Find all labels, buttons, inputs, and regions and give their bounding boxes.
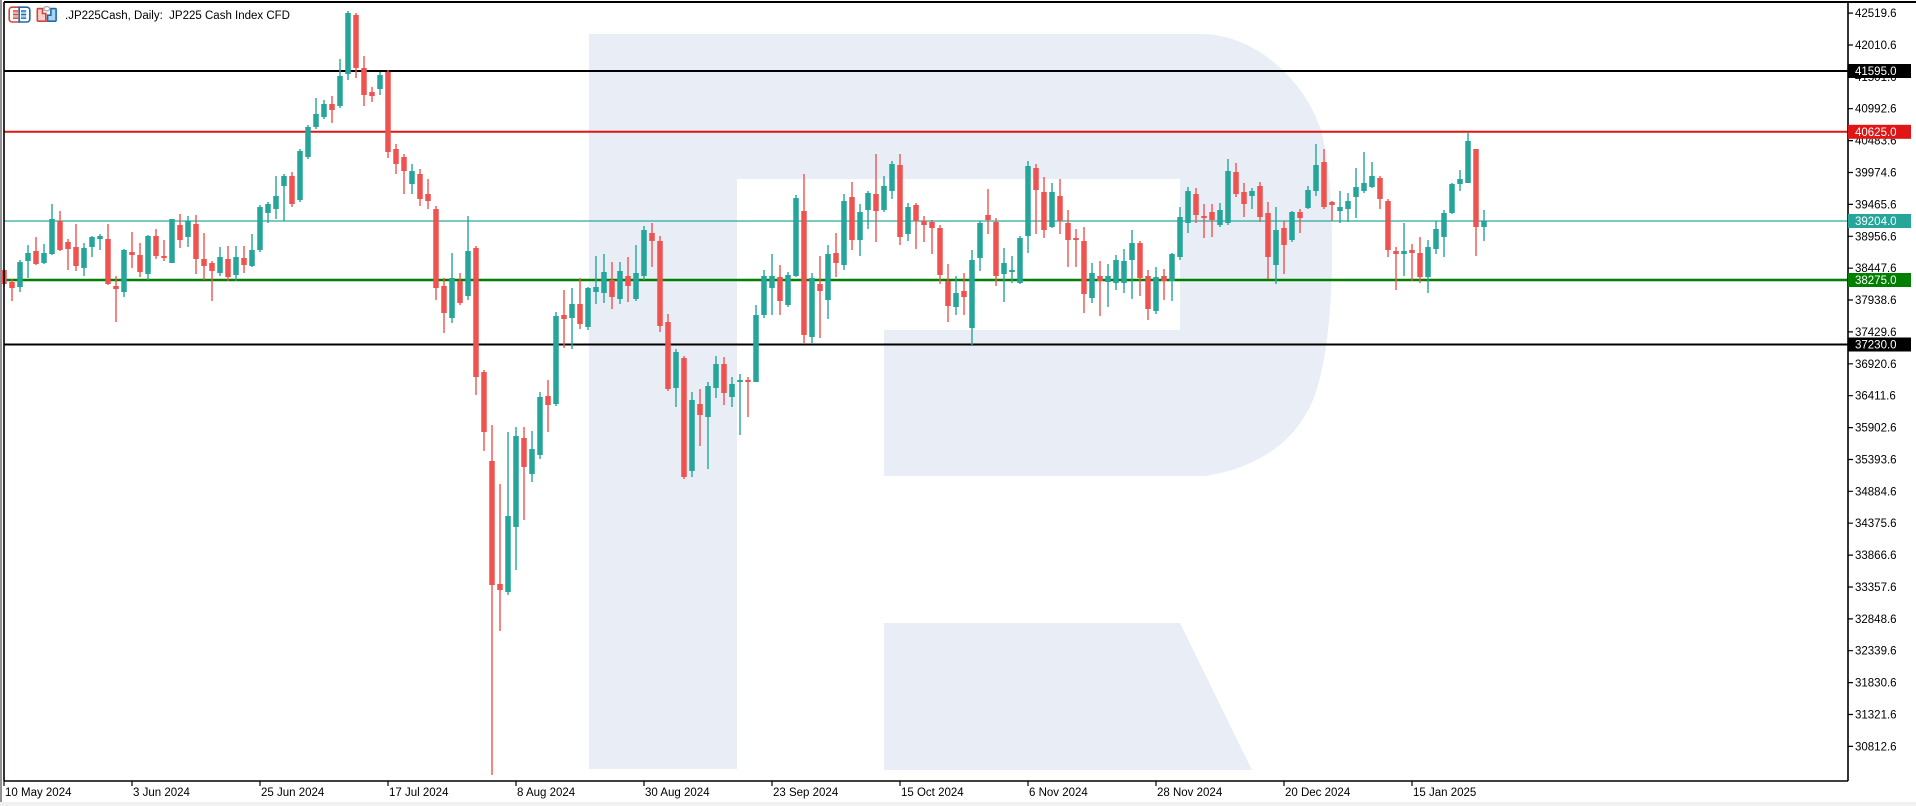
svg-text:39204.0: 39204.0 — [1855, 216, 1897, 228]
svg-text:25 Jun 2024: 25 Jun 2024 — [261, 787, 325, 799]
svg-text:31321.6: 31321.6 — [1855, 710, 1897, 722]
svg-text:35393.6: 35393.6 — [1855, 455, 1897, 467]
svg-text:30812.6: 30812.6 — [1855, 741, 1897, 753]
svg-text:23 Sep 2024: 23 Sep 2024 — [773, 787, 839, 799]
svg-text:28 Nov 2024: 28 Nov 2024 — [1157, 787, 1223, 799]
svg-text:17 Jul 2024: 17 Jul 2024 — [389, 787, 449, 799]
svg-text:8 Aug 2024: 8 Aug 2024 — [517, 787, 576, 799]
svg-text:34375.6: 34375.6 — [1855, 518, 1897, 530]
svg-text:40992.6: 40992.6 — [1855, 104, 1897, 116]
svg-text:36411.6: 36411.6 — [1855, 391, 1896, 403]
svg-text:37938.6: 37938.6 — [1855, 295, 1897, 307]
svg-text:30 Aug 2024: 30 Aug 2024 — [645, 787, 710, 799]
svg-text:3 Jun 2024: 3 Jun 2024 — [133, 787, 191, 799]
svg-text:31830.6: 31830.6 — [1855, 678, 1897, 690]
svg-text:32848.6: 32848.6 — [1855, 614, 1897, 626]
svg-text:34884.6: 34884.6 — [1855, 486, 1897, 498]
svg-text:36920.6: 36920.6 — [1855, 359, 1897, 371]
svg-text:38447.6: 38447.6 — [1855, 263, 1897, 275]
svg-text:38275.0: 38275.0 — [1855, 275, 1897, 287]
svg-text:38956.6: 38956.6 — [1855, 231, 1897, 243]
svg-text:42519.6: 42519.6 — [1855, 8, 1897, 20]
svg-text:15 Oct 2024: 15 Oct 2024 — [901, 787, 964, 799]
svg-text:41595.0: 41595.0 — [1855, 66, 1897, 78]
svg-text:.JP225Cash, Daily: JP225 Cash: .JP225Cash, Daily: JP225 Cash Index CFD — [65, 10, 290, 22]
svg-text:32339.6: 32339.6 — [1855, 646, 1897, 658]
svg-text:33866.6: 33866.6 — [1855, 550, 1897, 562]
svg-text:33357.6: 33357.6 — [1855, 582, 1897, 594]
svg-text:6 Nov 2024: 6 Nov 2024 — [1029, 787, 1088, 799]
svg-text:10 May 2024: 10 May 2024 — [5, 787, 72, 799]
svg-text:20 Dec 2024: 20 Dec 2024 — [1285, 787, 1351, 799]
svg-text:37429.6: 37429.6 — [1855, 327, 1897, 339]
svg-text:35902.6: 35902.6 — [1855, 423, 1897, 435]
svg-text:39974.6: 39974.6 — [1855, 168, 1897, 180]
svg-text:15 Jan 2025: 15 Jan 2025 — [1413, 787, 1476, 799]
svg-text:37230.0: 37230.0 — [1855, 340, 1897, 352]
svg-text:42010.6: 42010.6 — [1855, 40, 1897, 52]
svg-text:40625.0: 40625.0 — [1855, 127, 1897, 139]
svg-text:39465.6: 39465.6 — [1855, 199, 1897, 211]
